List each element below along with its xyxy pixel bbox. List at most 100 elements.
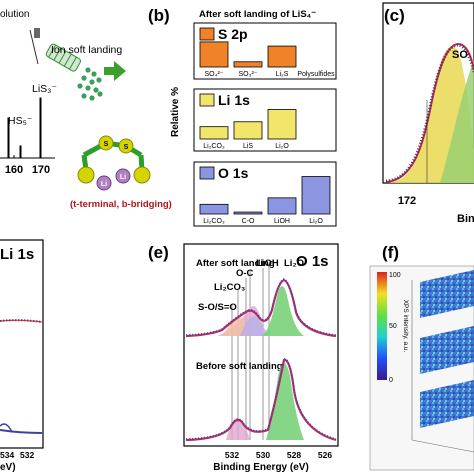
ion-dot [96, 77, 102, 83]
panel-e-x-tick: 530 [256, 450, 270, 460]
panel-c-x-tick: 172 [398, 195, 416, 207]
peak-label-li2co3: Li₂CO₃ [214, 282, 245, 293]
colorbar-label: XPS intensity, a.u. [402, 300, 409, 353]
before-label: Before soft landing [196, 361, 283, 372]
ion-dot [89, 79, 95, 85]
panel-c-label: (c) [384, 6, 405, 25]
panel-f: (f) 100 50 0 XPS intensity, a.u. [369, 243, 474, 471]
panel-c: (c) SO 172 Bin [382, 2, 474, 225]
mass-spectrum-line [0, 97, 55, 159]
bar-category-label: SO₃²⁻ [239, 71, 258, 78]
bar-category-label: C-O [242, 218, 255, 225]
sulfur-atom [133, 166, 151, 184]
panel-d-x-ticks: 534 532 [0, 450, 34, 460]
bar-subpanel-frame [193, 88, 337, 152]
bar-category-label: Li₂CO₃ [203, 143, 225, 150]
bar-subpanel-frame [193, 22, 337, 80]
bar-category-label: LiOH [274, 218, 290, 225]
peak-label-lis3: LiS₃⁻ [32, 83, 57, 95]
ion-dot [81, 75, 87, 81]
panel-e-xlabel: Binding Energy (eV) [213, 462, 309, 473]
panel-b: (b) After soft landing of LiS₄⁻ Relative… [148, 6, 337, 227]
bar [233, 61, 263, 68]
peak-label-oc: O-C [236, 268, 254, 279]
bar [267, 197, 297, 215]
bar-category-label: Polysulfides [297, 71, 335, 78]
panel-c-peak-label: SO [452, 49, 468, 61]
colorbar [377, 272, 387, 380]
panel-d-x-tick: 534 [0, 450, 14, 460]
panel-e-x-tick: 532 [225, 450, 239, 460]
lithium-atom [115, 168, 131, 184]
colorbar-tick: 50 [389, 323, 397, 330]
panel-e-title: O 1s [296, 253, 329, 270]
direction-arrow-icon [104, 61, 126, 81]
bar-category-label: Li₂CO₃ [203, 218, 225, 225]
subpanel-title: O 1s [218, 165, 249, 181]
panel-d-frame [0, 239, 44, 449]
ion-dot [89, 95, 95, 101]
panel-d-x-tick: 532 [20, 450, 34, 460]
panel-c-xlabel: Bin [457, 213, 474, 225]
ion-dot [93, 87, 99, 93]
bar [199, 41, 229, 68]
panel-a: olution Ion soft landing LiS₃⁻ HS₅⁻ 160 … [0, 9, 172, 210]
ion-dot [85, 67, 91, 73]
xps-map-layer [420, 380, 474, 428]
bar-category-label: SO₄²⁻ [205, 71, 224, 78]
panel-a-soft-landing-text: Ion soft landing [51, 44, 122, 56]
sulfur-atom-label: S [104, 141, 109, 148]
bar-category-label: Li₂S [276, 71, 289, 78]
soft-landing-device-icon [29, 28, 81, 72]
peak-label-hs5: HS₅⁻ [8, 115, 33, 127]
panel-a-solution-text: olution [0, 9, 29, 20]
xps-map-layer [420, 270, 474, 318]
legend-swatch [199, 27, 215, 41]
structure-caption: (t-terminal, b-bridging) [70, 199, 172, 210]
bar [267, 109, 297, 140]
panel-d: Li 1s 534 532 eV) [0, 239, 44, 473]
panel-f-label: (f) [382, 243, 399, 262]
bar [233, 121, 263, 140]
panel-e-x-tick: 526 [318, 450, 332, 460]
panel-d-xlabel: eV) [0, 462, 16, 473]
subpanel-title: S 2p [218, 26, 248, 42]
panel-e-frame [183, 243, 339, 447]
panel-d-title: Li 1s [0, 246, 34, 263]
legend-swatch [199, 93, 215, 107]
panel-b-title: After soft landing of LiS₄⁻ [199, 9, 316, 20]
panel-e: (e) O 1s After soft landing S-O/S=O Li₂C… [148, 243, 339, 473]
sulfur-atom [77, 166, 95, 184]
subpanel-title: Li 1s [218, 92, 250, 108]
ion-dot [81, 93, 87, 99]
before-spectrum [185, 358, 337, 442]
legend-swatch [199, 166, 215, 180]
bar-subpanel-frame [193, 161, 337, 227]
bar [233, 211, 263, 215]
peak-label-lioh: LiOH [256, 258, 279, 269]
peak-label-so: S-O/S=O [198, 302, 237, 313]
panel-d-data-lower [0, 429, 43, 434]
ion-dot [85, 85, 91, 91]
lithium-atom [96, 175, 112, 191]
panel-b-ylabel: Relative % [170, 87, 181, 137]
ion-dot [77, 83, 83, 89]
lithium-atom-label: Li [101, 181, 107, 188]
bar-category-label: LiS [243, 143, 253, 150]
panel-a-x-tick-170: 170 [32, 164, 50, 176]
peak-label-li2o: Li₂O [284, 258, 304, 269]
panel-a-x-tick-160: 160 [5, 164, 23, 176]
ion-beam-dots [77, 67, 103, 101]
after-spectrum [185, 278, 337, 338]
bar [199, 126, 229, 140]
lithium-atom-label: Li [120, 174, 126, 181]
bar [199, 203, 229, 215]
panel-e-x-ticks: 532 530 528 526 [225, 450, 332, 460]
bar-category-label: Li₂O [275, 143, 289, 150]
panel-b-bar-charts: S 2p SO₄²⁻ SO₃²⁻ Li₂S Polysulfides Li 1s Li₂CO… [193, 22, 337, 227]
bar [301, 176, 331, 215]
xps-map-layer [420, 326, 474, 374]
bar [267, 45, 297, 68]
sulfur-atom-label: S [124, 144, 129, 151]
